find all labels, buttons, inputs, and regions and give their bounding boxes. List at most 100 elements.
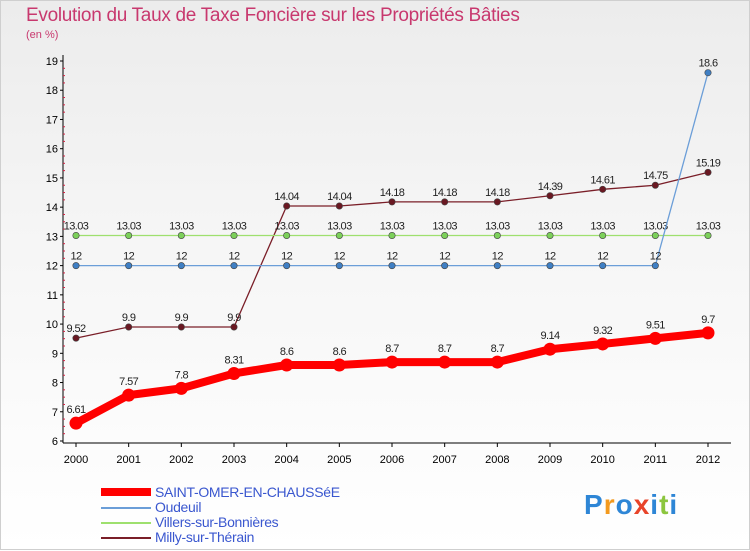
data-label: 14.75 (643, 170, 668, 182)
x-tick-label: 2002 (169, 454, 193, 466)
data-label: 12 (544, 251, 556, 263)
unit-label: (en %) (26, 29, 59, 41)
data-point (388, 262, 396, 270)
logo-letter: o (615, 489, 634, 520)
data-label: 13.03 (327, 221, 352, 233)
data-label: 8.6 (280, 346, 294, 358)
logo-letter: i (669, 489, 679, 520)
data-point (177, 262, 185, 270)
data-label: 14.18 (432, 187, 457, 199)
x-tick-label: 2012 (696, 454, 720, 466)
data-point (283, 262, 291, 270)
logo-letter: r (603, 489, 616, 520)
data-point (335, 232, 343, 240)
data-label: 13.03 (64, 221, 89, 233)
data-label: 12 (70, 251, 82, 263)
data-point (227, 366, 241, 380)
data-label: 12 (492, 251, 504, 263)
data-label: 8.7 (491, 343, 505, 355)
data-point (543, 342, 557, 356)
y-tick-label: 8 (52, 378, 58, 390)
x-tick-label: 2004 (274, 454, 298, 466)
logo-letter: t (659, 489, 670, 520)
data-point (230, 323, 238, 331)
data-label: 9.14 (540, 330, 559, 342)
data-point (125, 232, 133, 240)
data-point (335, 202, 343, 210)
data-point (388, 232, 396, 240)
data-point (230, 232, 238, 240)
legend-label: Villers-sur-Bonnières (155, 514, 279, 530)
chart-title: Evolution du Taux de Taxe Foncière sur l… (26, 5, 520, 26)
data-point (72, 334, 80, 342)
x-tick-label: 2000 (64, 454, 88, 466)
data-point (596, 337, 610, 351)
y-tick-label: 9 (52, 348, 58, 360)
legend-label: SAINT-OMER-EN-CHAUSSéE (155, 484, 340, 500)
data-label: 9.9 (227, 312, 241, 324)
data-point (283, 232, 291, 240)
data-point (125, 262, 133, 270)
data-label: 13.03 (274, 221, 299, 233)
data-point (546, 232, 554, 240)
y-tick-label: 14 (46, 202, 58, 214)
data-label: 12 (176, 251, 188, 263)
data-point (385, 355, 399, 369)
data-label: 13.03 (222, 221, 247, 233)
data-label: 12 (123, 251, 135, 263)
data-label: 12 (386, 251, 398, 263)
y-tick-label: 11 (47, 290, 58, 302)
data-point (704, 168, 712, 176)
data-label: 13.03 (538, 221, 563, 233)
x-tick-label: 2003 (222, 454, 246, 466)
data-point (651, 181, 659, 189)
x-tick-label: 2001 (116, 454, 140, 466)
x-tick-label: 2010 (590, 454, 614, 466)
data-point (546, 192, 554, 200)
x-tick-label: 2007 (432, 454, 456, 466)
data-point (701, 326, 715, 340)
data-point (651, 232, 659, 240)
data-label: 7.8 (175, 369, 189, 381)
y-tick-label: 15 (46, 173, 58, 185)
data-point (388, 198, 396, 206)
data-point (704, 69, 712, 77)
data-label: 12 (439, 251, 451, 263)
data-label: 8.7 (385, 343, 399, 355)
y-tick-label: 10 (46, 319, 58, 331)
data-label: 9.52 (66, 323, 85, 335)
logo-letter: x (633, 489, 651, 520)
data-label: 9.9 (122, 312, 136, 324)
data-label: 8.7 (438, 343, 452, 355)
data-point (490, 355, 504, 369)
proxiti-logo: Proxiti (584, 489, 678, 521)
data-label: 13.03 (696, 221, 721, 233)
data-point (72, 262, 80, 270)
y-tick-label: 18 (46, 85, 58, 97)
data-point (599, 262, 607, 270)
y-tick-label: 19 (46, 56, 58, 68)
data-label: 14.61 (590, 174, 615, 186)
data-label: 12 (228, 251, 240, 263)
data-label: 8.31 (224, 354, 243, 366)
x-tick-label: 2006 (380, 454, 404, 466)
y-tick-label: 6 (52, 436, 58, 448)
data-label: 6.61 (66, 404, 85, 416)
data-label: 9.32 (593, 325, 612, 337)
data-point (648, 331, 662, 345)
data-point (493, 232, 501, 240)
data-point (125, 323, 133, 331)
data-point (599, 185, 607, 193)
logo-letter: i (650, 489, 660, 520)
data-label: 12 (597, 251, 609, 263)
y-tick-label: 17 (46, 114, 58, 126)
legend-swatch (101, 522, 151, 524)
data-label: 13.03 (485, 221, 510, 233)
data-label: 14.04 (274, 191, 299, 203)
data-label: 14.04 (327, 191, 352, 203)
data-label: 12 (281, 251, 293, 263)
legend-swatch (101, 488, 151, 496)
x-tick-label: 2008 (485, 454, 509, 466)
